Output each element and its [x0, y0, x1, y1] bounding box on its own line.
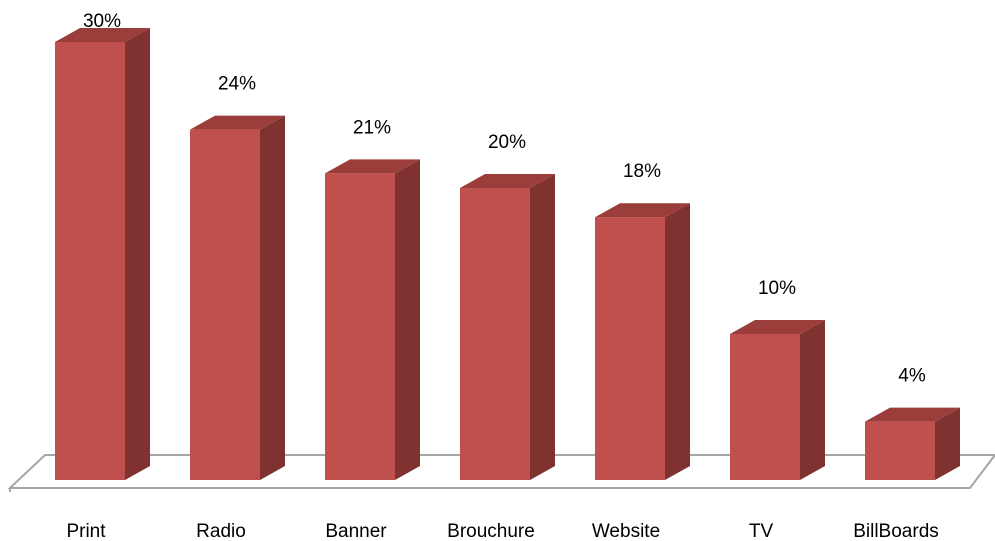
bar-side [125, 28, 150, 480]
data-label: 30% [83, 11, 121, 32]
x-tick-label: TV [749, 521, 774, 541]
bar-side [935, 407, 960, 480]
bar-side [260, 115, 285, 480]
bar [325, 173, 395, 480]
bar-top [190, 115, 285, 130]
x-tick-label: Website [592, 521, 660, 541]
data-label: 4% [898, 366, 926, 387]
x-tick-label: Brouchure [447, 521, 535, 541]
bar [730, 334, 800, 480]
bar-top [55, 28, 150, 42]
bar-top [595, 203, 690, 218]
data-label: 18% [623, 161, 661, 182]
bar-side [530, 174, 555, 480]
x-tick-label: Radio [196, 521, 246, 541]
bar [55, 42, 125, 480]
bar [190, 129, 260, 480]
x-tick-label: Print [66, 521, 106, 541]
bar-side [665, 203, 690, 480]
bar-side [395, 159, 420, 480]
bar-top [460, 174, 555, 188]
bar [595, 217, 665, 480]
data-label: 10% [758, 278, 796, 299]
bar-top [730, 320, 825, 334]
bar-side [800, 320, 825, 480]
x-tick-label: Banner [325, 521, 387, 541]
data-label: 21% [353, 117, 391, 138]
x-tick-label: BillBoards [853, 521, 939, 541]
data-label: 20% [488, 132, 526, 153]
bar [865, 421, 935, 480]
data-label: 24% [218, 74, 256, 95]
bar-top [325, 159, 420, 174]
bar-top [865, 407, 960, 422]
bar [460, 188, 530, 480]
